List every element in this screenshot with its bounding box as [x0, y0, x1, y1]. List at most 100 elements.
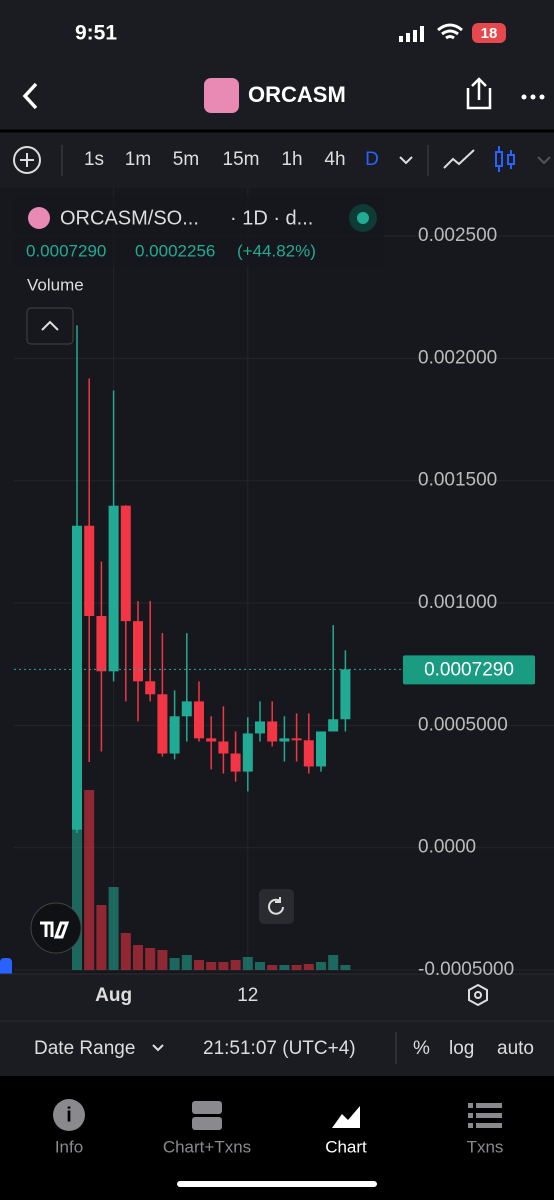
- interval[interactable]: 5m: [173, 149, 199, 170]
- y-tick-label: 0.002500: [418, 225, 497, 246]
- battery: [472, 23, 506, 43]
- collapse-icon: [41, 320, 59, 331]
- volume-bar: [157, 950, 168, 970]
- volume-bar: [96, 905, 107, 970]
- settings-icon: [474, 991, 482, 999]
- more-button[interactable]: [521, 94, 545, 100]
- back-button[interactable]: [22, 82, 38, 110]
- volume-bar: [230, 960, 241, 970]
- volume-bar: [316, 962, 326, 970]
- tv-logo-mark: [40, 921, 70, 939]
- interval-dropdown[interactable]: [399, 156, 413, 165]
- volume-bar: [194, 960, 204, 970]
- candle-body: [206, 738, 217, 742]
- volume-bar: [133, 945, 143, 970]
- volume-bar: [340, 965, 351, 970]
- timezone[interactable]: 21:51:07 (UTC+4): [203, 1038, 356, 1059]
- chart-icon: [332, 1106, 360, 1128]
- y-tick-label: 0.001000: [418, 592, 497, 613]
- candle-body: [120, 505, 131, 622]
- chart-txns-icon: [192, 1101, 222, 1130]
- volume-bar: [255, 962, 265, 970]
- legend-symbol: ORCASM/SO...: [60, 207, 199, 229]
- status-time: 9:51: [75, 22, 117, 45]
- candle-body: [108, 505, 119, 672]
- legend-meta: · 1D · d...: [230, 207, 313, 229]
- add-icon: [20, 153, 34, 167]
- info-icon: [53, 1099, 85, 1131]
- reset-icon: [268, 897, 284, 915]
- collapse-button[interactable]: [26, 307, 74, 345]
- nav-tab-active[interactable]: Chart: [325, 1137, 367, 1156]
- signal-icon: [399, 26, 424, 42]
- candle-body: [84, 525, 95, 617]
- header-title: ORCASM: [248, 82, 346, 107]
- candle-body: [230, 753, 241, 772]
- reset-button[interactable]: [259, 889, 294, 924]
- volume-bar: [181, 955, 192, 970]
- interval[interactable]: 1s: [84, 149, 104, 170]
- y-tick-label: 0.0000: [418, 837, 476, 858]
- auto-toggle[interactable]: auto: [497, 1038, 534, 1059]
- nav-tab[interactable]: Info: [55, 1137, 83, 1156]
- x-axis-labels: Aug 12: [95, 985, 258, 1006]
- y-tick-label: 0.0005000: [418, 714, 508, 735]
- percent-toggle[interactable]: %: [413, 1038, 430, 1059]
- candle-body: [194, 701, 204, 739]
- y-tick-label: 0.002000: [418, 347, 497, 368]
- status-dot: [357, 212, 369, 224]
- candle-body: [328, 719, 339, 732]
- interval[interactable]: 15m: [223, 149, 260, 170]
- nav-tab[interactable]: Txns: [467, 1137, 504, 1156]
- add-indicator[interactable]: [13, 146, 41, 174]
- log-toggle[interactable]: log: [449, 1038, 474, 1059]
- battery-level: 18: [481, 25, 498, 42]
- settings-button[interactable]: [468, 983, 488, 1007]
- volume-bar: [218, 962, 229, 970]
- candle-body: [255, 721, 265, 734]
- last-price-label: 0.0007290: [424, 659, 514, 680]
- candle-body: [72, 525, 82, 830]
- interval[interactable]: 4h: [324, 149, 345, 170]
- volume-bar: [291, 965, 302, 970]
- volume-bar: [328, 955, 339, 970]
- candle-body: [169, 716, 180, 754]
- line-chart-button[interactable]: [443, 149, 475, 169]
- info-glyph: i: [66, 1104, 72, 1126]
- volume-bar: [145, 948, 156, 970]
- legend-value: 0.0007290: [26, 241, 106, 260]
- nav-tab[interactable]: Chart+Txns: [163, 1137, 251, 1156]
- interval[interactable]: 1h: [281, 149, 302, 170]
- date-range[interactable]: Date Range: [34, 1038, 135, 1059]
- volume-bar: [84, 790, 95, 970]
- candle-layer: [72, 325, 351, 834]
- x-axis: [0, 974, 554, 1020]
- volume-bar: [72, 828, 82, 970]
- volume-bar: [120, 933, 131, 970]
- candle-body: [157, 694, 168, 754]
- volume-bar: [169, 958, 180, 970]
- last-price-box: [403, 655, 535, 685]
- candle-body: [218, 741, 229, 754]
- y-tick-label: -0.0005000: [418, 959, 514, 980]
- candle-body: [279, 738, 290, 742]
- volume-layer: [72, 790, 351, 970]
- interval[interactable]: 1m: [125, 149, 151, 170]
- legend-value: 0.0002256: [135, 241, 215, 260]
- candle-chart-button[interactable]: [495, 146, 515, 172]
- volume-bar: [303, 964, 314, 970]
- volume-bar: [108, 887, 119, 970]
- token-icon: [204, 78, 239, 113]
- volume-bar: [242, 957, 253, 970]
- home-indicator: [177, 1181, 377, 1187]
- chart-type-dropdown[interactable]: [537, 156, 551, 165]
- volume-bar: [267, 965, 278, 970]
- candle-body: [242, 733, 253, 772]
- txns-icon: [468, 1103, 502, 1128]
- interval-active[interactable]: D: [365, 149, 379, 170]
- x-tick-label: Aug: [95, 985, 132, 1006]
- tab-bar: [0, 1076, 554, 1200]
- x-tick-label: 12: [237, 985, 258, 1006]
- tv-logo[interactable]: [30, 902, 82, 954]
- share-button[interactable]: [466, 77, 492, 110]
